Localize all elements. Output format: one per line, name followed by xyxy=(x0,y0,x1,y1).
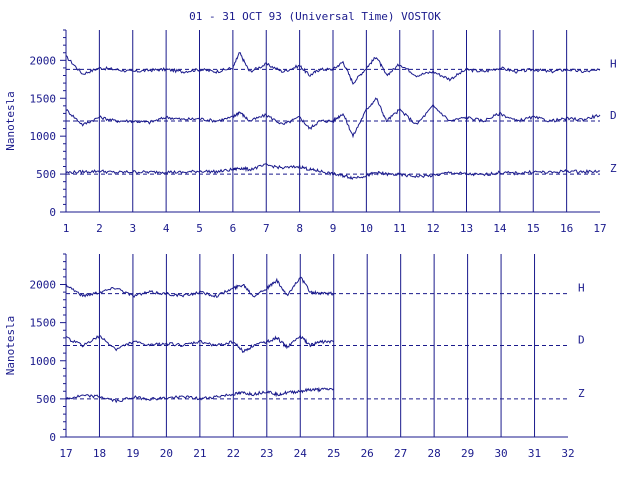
x-tick-label: 7 xyxy=(263,222,270,235)
x-tick-label: 22 xyxy=(227,447,240,460)
series-line-D xyxy=(65,97,601,139)
chart-title: 01 - 31 OCT 93 (Universal Time) VOSTOK xyxy=(189,10,441,23)
y-tick-label: 0 xyxy=(49,206,56,219)
x-tick-label: 5 xyxy=(196,222,203,235)
y-tick-label: 1000 xyxy=(30,130,57,143)
x-tick-label: 11 xyxy=(393,222,406,235)
series-line-Z xyxy=(65,163,601,180)
y-tick-label: 500 xyxy=(36,393,56,406)
y-tick-label: 1000 xyxy=(30,355,57,368)
y-tick-label: 1500 xyxy=(30,92,57,105)
x-tick-label: 2 xyxy=(96,222,103,235)
y-axis-label: Nanotesla xyxy=(4,91,17,151)
x-tick-label: 3 xyxy=(129,222,136,235)
series-line-D xyxy=(65,334,334,354)
x-tick-label: 29 xyxy=(461,447,474,460)
x-tick-label: 25 xyxy=(327,447,340,460)
component-label: Z xyxy=(578,387,585,400)
y-tick-label: 500 xyxy=(36,168,56,181)
x-tick-label: 27 xyxy=(394,447,407,460)
x-tick-label: 9 xyxy=(330,222,337,235)
y-tick-label: 2000 xyxy=(30,54,57,67)
x-tick-label: 28 xyxy=(428,447,441,460)
component-label: D xyxy=(610,109,617,122)
series-line-H xyxy=(65,276,335,299)
x-tick-label: 20 xyxy=(160,447,173,460)
x-tick-label: 13 xyxy=(460,222,473,235)
x-tick-label: 15 xyxy=(527,222,540,235)
x-tick-label: 21 xyxy=(193,447,206,460)
x-tick-label: 14 xyxy=(493,222,507,235)
x-tick-label: 31 xyxy=(528,447,541,460)
x-tick-label: 16 xyxy=(560,222,573,235)
component-label: D xyxy=(578,334,585,347)
x-tick-label: 8 xyxy=(296,222,303,235)
x-tick-label: 17 xyxy=(593,222,606,235)
x-tick-label: 4 xyxy=(163,222,170,235)
series-line-H xyxy=(65,52,601,85)
panel-top: 1 2 3 4 5 6 7 8 9 10 11 12 13 14 15 16 17050010001500200… xyxy=(4,29,617,235)
y-tick-label: 1500 xyxy=(30,317,57,330)
y-tick-label: 0 xyxy=(49,431,56,444)
y-axis-label: Nanotesla xyxy=(4,316,17,376)
x-tick-label: 19 xyxy=(126,447,139,460)
x-tick-label: 10 xyxy=(360,222,373,235)
x-tick-label: 17 xyxy=(59,447,72,460)
y-tick-label: 2000 xyxy=(30,279,57,292)
x-tick-label: 12 xyxy=(427,222,440,235)
x-tick-label: 1 xyxy=(63,222,70,235)
component-label: H xyxy=(610,57,617,70)
x-tick-label: 18 xyxy=(93,447,106,460)
x-tick-label: 23 xyxy=(260,447,273,460)
component-label: Z xyxy=(610,162,617,175)
x-tick-label: 6 xyxy=(230,222,237,235)
component-label: H xyxy=(578,282,585,295)
x-tick-label: 24 xyxy=(294,447,308,460)
series-line-Z xyxy=(65,386,335,404)
x-tick-label: 26 xyxy=(361,447,374,460)
x-tick-label: 30 xyxy=(494,447,507,460)
panel-bottom: 17 18 19 20 21 22 23 24 25 26 27 28 29 30 31 32 0 500 1000… xyxy=(4,253,585,460)
x-tick-label: 32 xyxy=(561,447,574,460)
